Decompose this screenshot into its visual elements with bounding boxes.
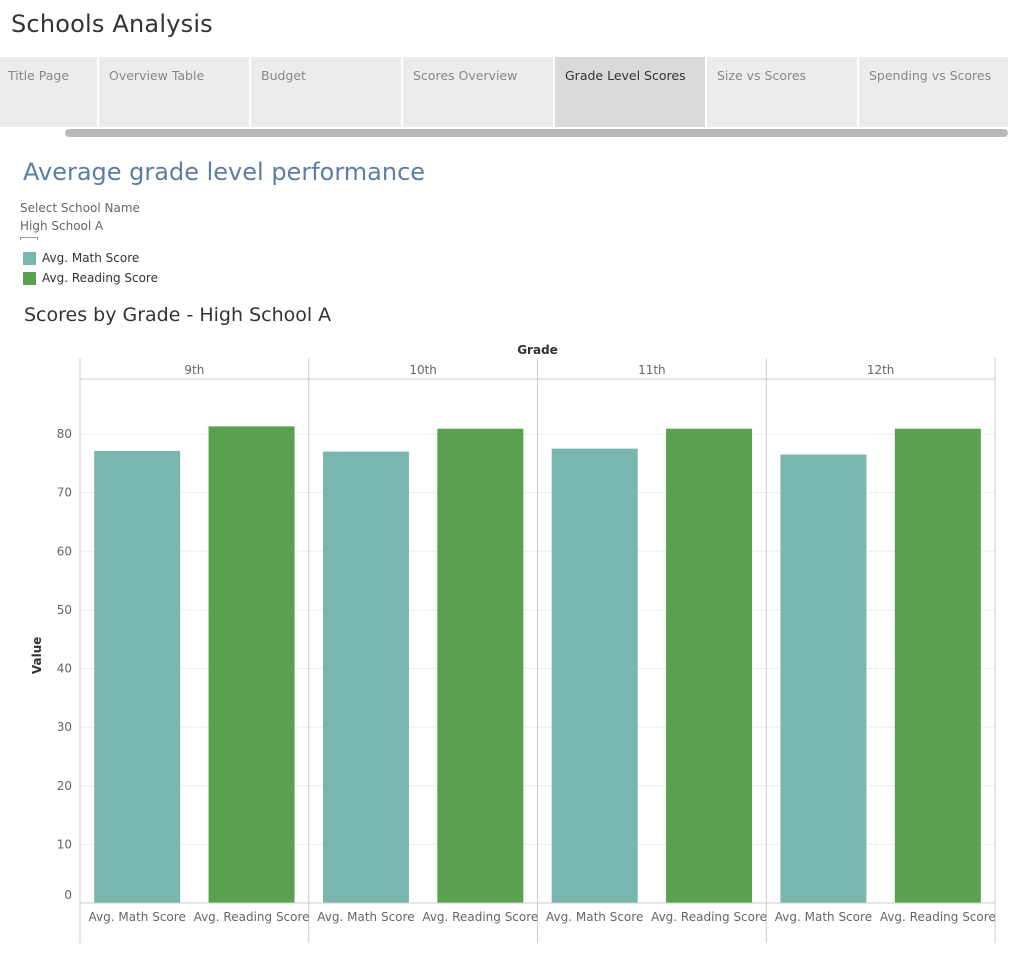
dashboard-heading: Average grade level performance [23, 158, 426, 186]
bar-10th-math [322, 451, 409, 903]
tab-budget[interactable]: Budget [251, 57, 401, 127]
y-axis-title: Value [30, 637, 44, 675]
bar-9th-reading [208, 426, 295, 903]
tab-title-page[interactable]: Title Page [0, 57, 97, 127]
legend-swatch-math [23, 251, 36, 265]
y-tick-label: 30 [57, 720, 72, 734]
chart-title: Scores by Grade - High School A [24, 304, 332, 326]
y-tick-label: 80 [57, 427, 72, 441]
tab-bar: Title Page Overview Table Budget Scores … [0, 57, 1008, 127]
bar-11th-reading [666, 428, 753, 903]
legend-label-math: Avg. Math Score [42, 251, 140, 265]
tab-scores-overview[interactable]: Scores Overview [403, 57, 553, 127]
bar-12th-reading [894, 428, 981, 903]
category-header-9th: 9th [184, 363, 204, 377]
bar-9th-math [94, 451, 181, 903]
x-measure-label: Avg. Reading Score [194, 910, 310, 924]
category-header-12th: 12th [867, 363, 895, 377]
y-tick-label: 40 [57, 662, 72, 676]
x-axis-title: Grade [517, 343, 558, 357]
y-tick-label: 70 [57, 486, 72, 500]
x-measure-label: Avg. Math Score [317, 910, 414, 924]
tab-scrollbar[interactable] [65, 129, 1008, 137]
bar-12th-math [780, 454, 867, 903]
x-measure-label: Avg. Math Score [775, 910, 872, 924]
bar-11th-math [551, 448, 638, 903]
x-measure-label: Avg. Reading Score [422, 910, 538, 924]
tab-grade-level-scores[interactable]: Grade Level Scores [555, 57, 705, 127]
category-header-11th: 11th [638, 363, 666, 377]
app-title: Schools Analysis [11, 10, 213, 38]
x-measure-label: Avg. Math Score [89, 910, 186, 924]
legend-item-reading[interactable]: Avg. Reading Score [23, 271, 158, 285]
y-tick-label: 50 [57, 603, 72, 617]
y-tick-label: 20 [57, 779, 72, 793]
tab-overview-table[interactable]: Overview Table [99, 57, 249, 127]
y-tick-label: 10 [57, 837, 72, 851]
legend-swatch-reading [23, 271, 36, 285]
school-filter-value[interactable]: High School A [20, 219, 104, 233]
bar-10th-reading [437, 428, 524, 903]
x-measure-label: Avg. Math Score [546, 910, 643, 924]
category-header-10th: 10th [409, 363, 437, 377]
tab-size-vs-scores[interactable]: Size vs Scores [707, 57, 857, 127]
y-tick-label: 0 [64, 888, 72, 902]
school-filter-label: Select School Name [20, 201, 140, 215]
school-filter-control[interactable] [20, 237, 38, 240]
x-measure-label: Avg. Reading Score [651, 910, 767, 924]
legend-label-reading: Avg. Reading Score [42, 271, 158, 285]
legend-item-math[interactable]: Avg. Math Score [23, 251, 139, 265]
bar-chart: Grade Value 0 10 20 30 40 50 60 70 80 9th Avg. Math … [30, 343, 996, 943]
x-measure-label: Avg. Reading Score [880, 910, 996, 924]
tab-spending-vs-scores[interactable]: Spending vs Scores [859, 57, 1008, 127]
y-tick-label: 60 [57, 544, 72, 558]
